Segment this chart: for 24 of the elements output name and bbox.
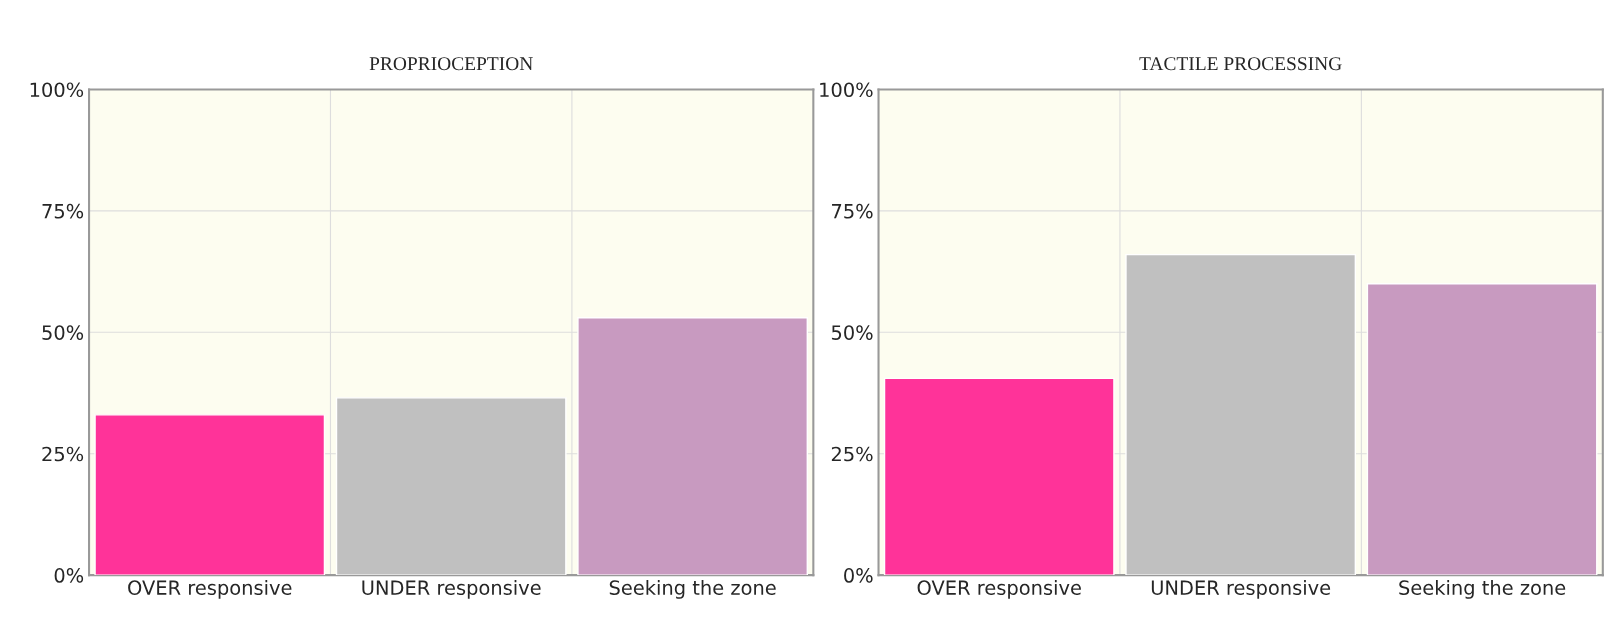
bar — [335, 397, 567, 576]
y-tick-label: 100% — [820, 82, 873, 98]
bar — [1366, 283, 1598, 576]
x-tick-label: UNDER responsive — [1151, 579, 1331, 599]
x-tick-label: OVER responsive — [128, 579, 292, 599]
y-tick-label: 50% — [42, 325, 84, 340]
x-tick-label: OVER responsive — [917, 579, 1081, 599]
bar — [1125, 253, 1357, 576]
bar — [94, 414, 326, 576]
y-tick-label: 25% — [831, 446, 873, 462]
chart-title: TACTILE PROCESSING — [1139, 57, 1342, 71]
y-tick-label: 75% — [832, 203, 873, 219]
y-tick-label: 0% — [54, 568, 84, 583]
chart-title: PROPRIOCEPTION — [369, 57, 533, 71]
y-tick-label: 75% — [42, 203, 84, 219]
x-tick-label: Seeking the zone — [1399, 579, 1566, 599]
y-tick-label: 50% — [831, 325, 873, 340]
y-tick-label: 100% — [30, 82, 84, 98]
x-tick-label: UNDER responsive — [362, 579, 541, 599]
y-tick-label: 0% — [844, 568, 873, 583]
bar — [577, 317, 808, 576]
x-tick-label: Seeking the zone — [609, 579, 776, 599]
bar — [883, 377, 1115, 576]
y-tick-label: 25% — [42, 446, 84, 462]
